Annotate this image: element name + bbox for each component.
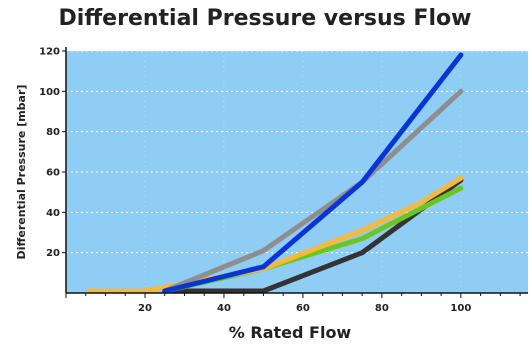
x-tick-label-40: 40 xyxy=(217,303,231,314)
series-line-1 xyxy=(162,177,464,294)
y-axis-label: Differential Pressure [mbar] xyxy=(15,85,28,260)
y-tick-label-120: 120 xyxy=(39,47,60,58)
tick-labels: 20 40 60 80 100 120 20 40 60 80 100 xyxy=(39,47,471,315)
grid xyxy=(66,50,528,293)
y-tick-label-20: 20 xyxy=(46,248,60,259)
x-tick-label-80: 80 xyxy=(375,303,389,314)
y-tick-label-40: 40 xyxy=(46,208,60,219)
x-tick-label-20: 20 xyxy=(138,303,152,314)
series-lines xyxy=(87,52,464,294)
y-tick-label-80: 80 xyxy=(46,127,60,138)
x-axis-label: % Rated Flow xyxy=(229,323,352,342)
y-tick-label-60: 60 xyxy=(46,168,60,179)
series-line-3 xyxy=(87,175,464,294)
x-tick-label-60: 60 xyxy=(296,303,310,314)
x-tick-label-100: 100 xyxy=(450,303,471,314)
axes xyxy=(62,47,528,298)
series-line-5 xyxy=(162,52,464,294)
chart-title: Differential Pressure versus Flow xyxy=(58,6,472,31)
series-line-4 xyxy=(162,88,464,294)
y-tick-label-100: 100 xyxy=(39,87,60,98)
